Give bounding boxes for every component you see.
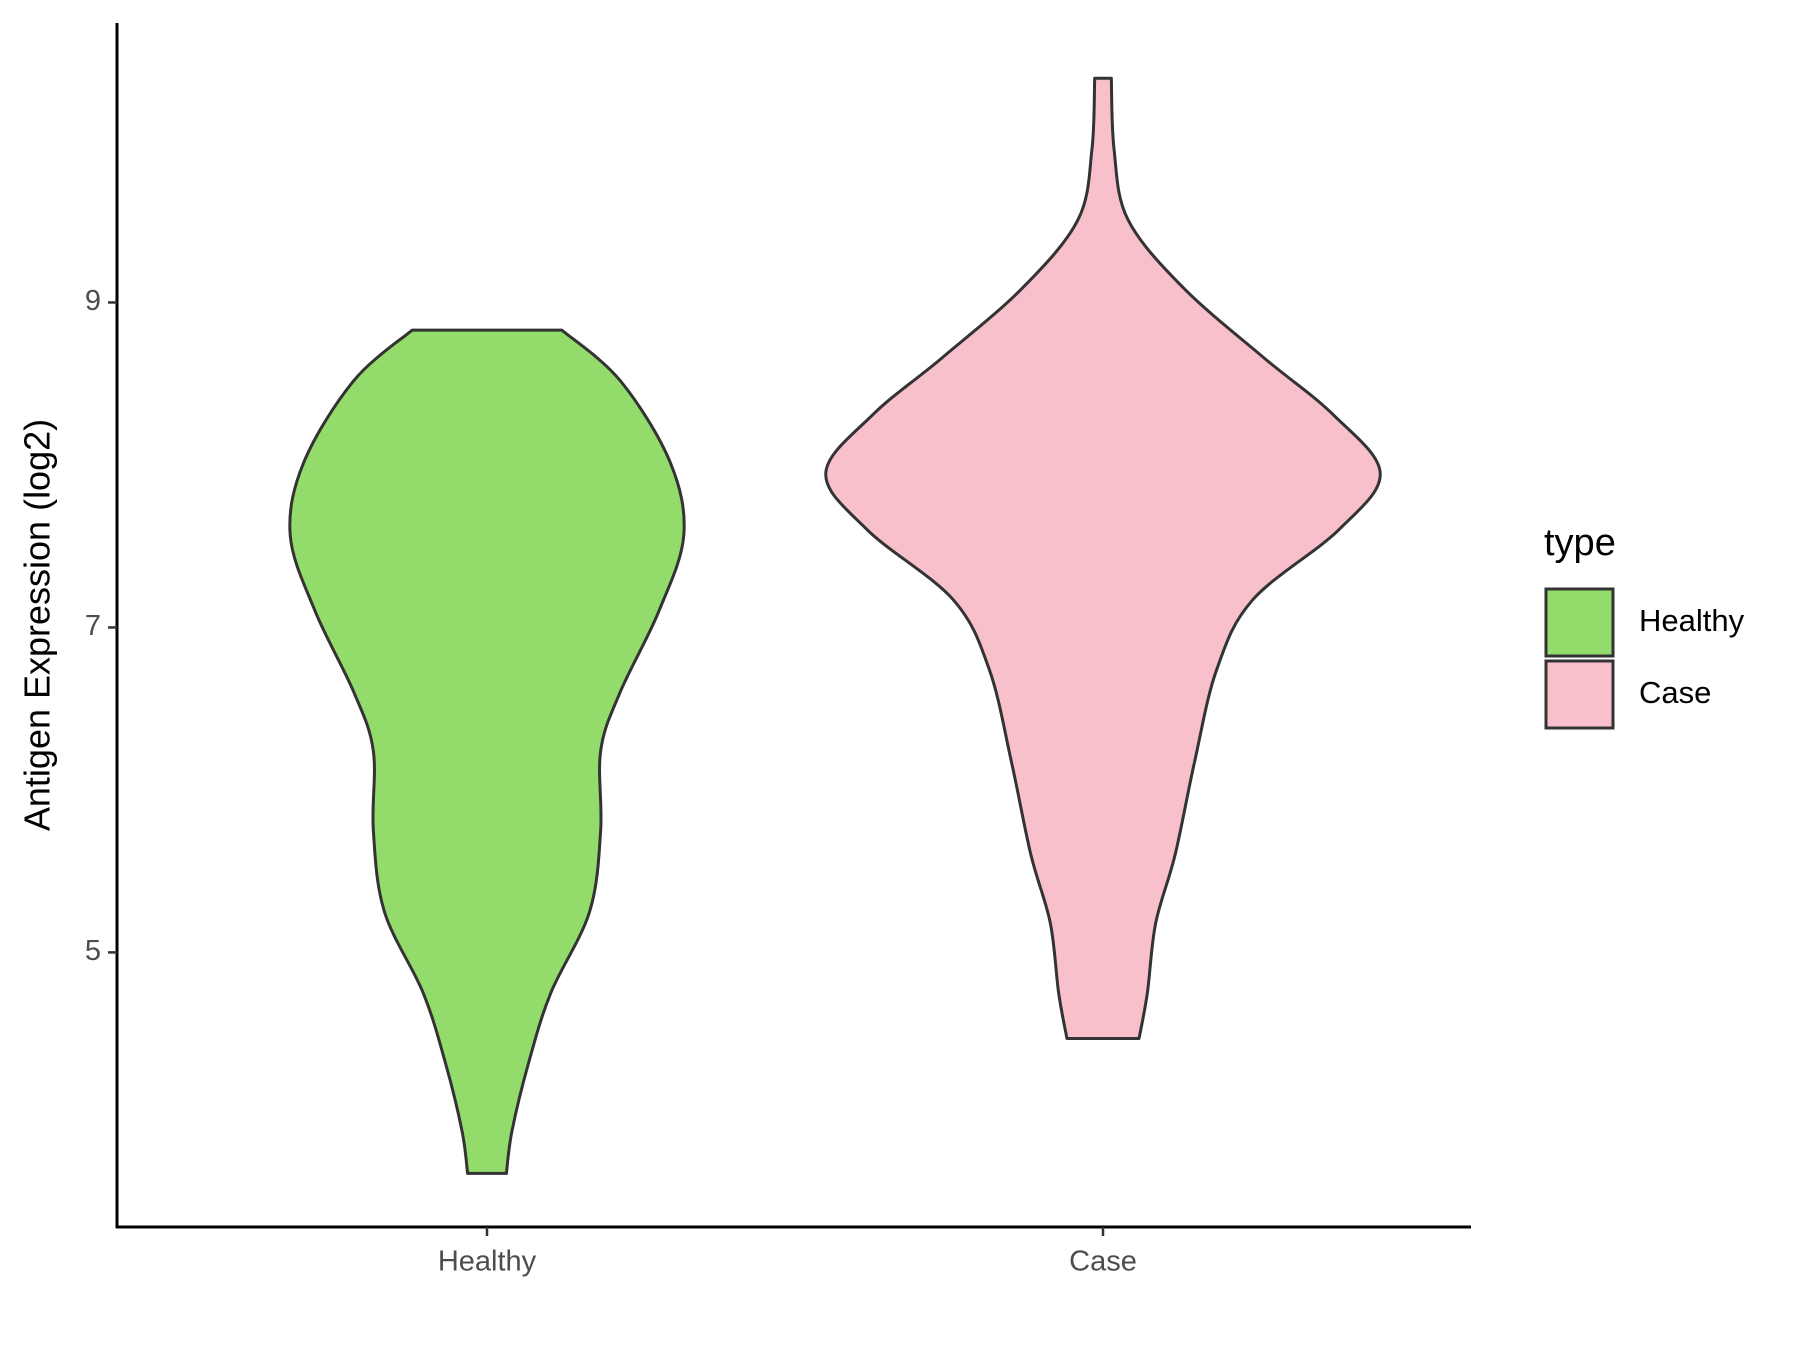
x-tick-label: Healthy [438, 1246, 537, 1278]
legend-label: Healthy [1639, 603, 1745, 638]
y-tick-label: 9 [85, 285, 101, 317]
legend-key [1544, 587, 1615, 658]
legend-title: type [1544, 522, 1616, 564]
y-tick-label: 5 [85, 935, 101, 967]
legend-key [1544, 659, 1615, 730]
violin [288, 328, 686, 1175]
violin [824, 76, 1382, 1041]
x-tick-label: Case [1069, 1246, 1137, 1278]
y-axis-title: Antigen Expression (log2) [17, 419, 58, 831]
y-tick-label: 7 [85, 610, 101, 642]
legend-label: Case [1639, 675, 1711, 710]
